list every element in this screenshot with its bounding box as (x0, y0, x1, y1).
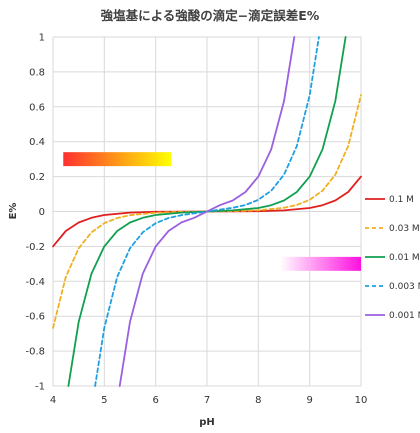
y-tick-label-0-6: 0.6 (29, 102, 45, 113)
y-tick-label-0-6: -0.6 (25, 312, 45, 323)
y-tick-label-0-8: -0.8 (25, 347, 45, 358)
y-tick-label-1: -1 (35, 382, 45, 393)
legend-label-0-001-M: 0.001 M (389, 311, 420, 321)
x-tick-label-6: 6 (152, 395, 158, 406)
legend-label-0-1-M: 0.1 M (389, 195, 414, 205)
x-axis-title: pH (199, 417, 215, 428)
tick-labels: 4 5 6 7 8 9 10 -1 -0.8 -0.6 -0.4 -0.2 0 0.2 0.4 0.6 0.8 1 (25, 33, 367, 407)
series-lines (52, 36, 362, 387)
y-tick-label-0-2: -0.2 (25, 242, 45, 253)
x-tick-label-7: 7 (204, 395, 210, 406)
x-tick-label-5: 5 (101, 395, 107, 406)
legend-label-0-003-M: 0.003 M (389, 282, 420, 292)
y-tick-label-0-4: -0.4 (25, 277, 45, 288)
y-tick-label-0: 0 (39, 207, 45, 218)
x-tick-label-4: 4 (50, 395, 56, 406)
legend-label-0-01-M: 0.01 M (389, 253, 420, 263)
x-tick-label-8: 8 (255, 395, 261, 406)
y-tick-label-1: 1 (39, 33, 45, 44)
x-tick-label-9: 9 (306, 395, 312, 406)
y-tick-label-0-2: 0.2 (29, 172, 45, 183)
chart-title: 強塩基による強酸の滴定−滴定誤差E% (101, 8, 320, 23)
annotations (63, 152, 361, 271)
legend-label-0-03-M: 0.03 M (389, 224, 420, 234)
y-tick-label-0-4: 0.4 (29, 137, 45, 148)
legend: 0.1 M 0.03 M 0.01 M 0.003 M 0.001 M (365, 195, 420, 321)
series-line-0-001-M (118, 36, 296, 387)
gradient-bar-2 (279, 256, 361, 271)
x-tick-label-10: 10 (355, 395, 368, 406)
y-tick-label-0-8: 0.8 (29, 67, 45, 78)
gradient-bar-1 (63, 152, 172, 167)
y-axis-title: E% (8, 203, 19, 220)
